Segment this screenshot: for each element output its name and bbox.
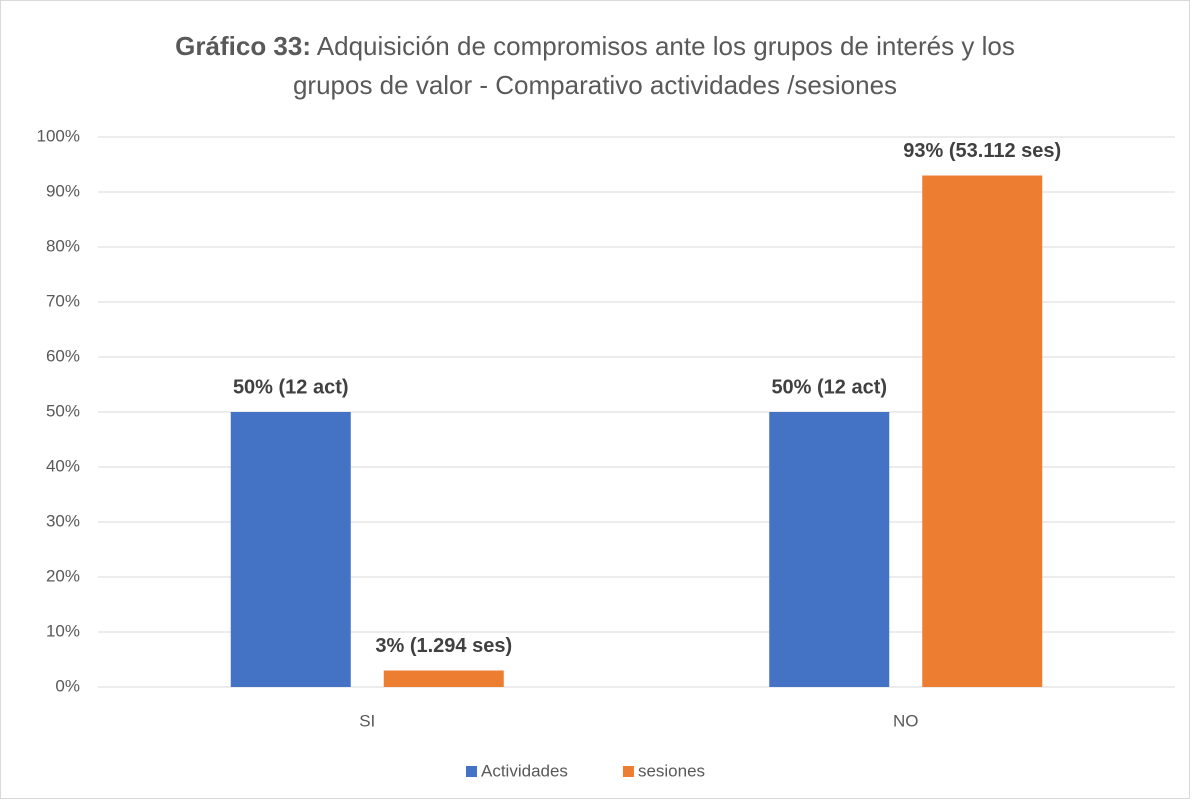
y-tick-label: 70% xyxy=(46,291,80,310)
y-tick-label: 10% xyxy=(46,621,80,640)
data-label: 93% (53.112 ses) xyxy=(903,140,1061,162)
legend-swatch xyxy=(622,766,634,777)
y-tick-label: 0% xyxy=(55,676,80,695)
y-tick-label: 30% xyxy=(46,511,80,530)
x-tick-label: NO xyxy=(893,711,919,730)
y-tick-label: 90% xyxy=(46,181,80,200)
data-label: 50% (12 act) xyxy=(771,376,887,398)
y-tick-label: 40% xyxy=(46,456,80,475)
chart-title: Gráfico 33: Adquisición de compromisos a… xyxy=(175,31,1015,61)
y-tick-label: 80% xyxy=(46,236,80,255)
bar xyxy=(922,175,1043,687)
bar xyxy=(230,412,351,687)
title-line: Adquisición de compromisos ante los grup… xyxy=(317,31,1015,61)
legend-label: Actividades xyxy=(481,761,568,780)
x-tick-label: SI xyxy=(359,711,375,730)
data-label: 3% (1.294 ses) xyxy=(375,635,512,657)
y-tick-label: 20% xyxy=(46,566,80,585)
legend-swatch xyxy=(466,766,477,777)
y-tick-label: 50% xyxy=(46,401,80,420)
y-tick-label: 60% xyxy=(46,346,80,365)
title-bold: Gráfico 33: xyxy=(175,31,311,61)
data-label: 50% (12 act) xyxy=(233,376,349,398)
legend-label: sesiones xyxy=(638,761,705,780)
title-line: grupos de valor - Comparativo actividade… xyxy=(293,70,897,100)
bar xyxy=(383,670,504,687)
y-tick-label: 100% xyxy=(37,126,80,145)
bar xyxy=(769,412,890,687)
